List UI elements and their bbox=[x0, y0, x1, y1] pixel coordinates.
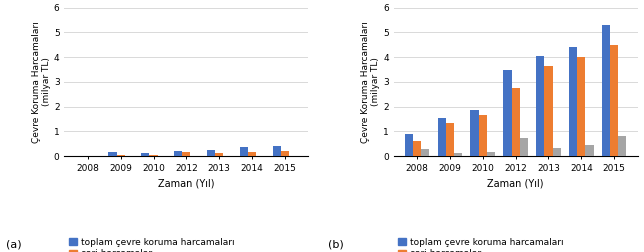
Bar bbox=[585, 145, 594, 156]
Bar bbox=[281, 151, 289, 156]
X-axis label: Zaman (Yıl): Zaman (Yıl) bbox=[488, 178, 544, 188]
Bar bbox=[215, 153, 223, 156]
Bar bbox=[413, 141, 421, 156]
Bar bbox=[240, 147, 248, 156]
Bar bbox=[536, 56, 544, 156]
Bar bbox=[248, 152, 256, 156]
Bar bbox=[272, 146, 281, 156]
Bar bbox=[404, 134, 413, 156]
Bar bbox=[117, 154, 125, 156]
Bar bbox=[174, 151, 182, 156]
X-axis label: Zaman (Yıl): Zaman (Yıl) bbox=[158, 178, 214, 188]
Bar bbox=[602, 25, 610, 156]
Bar bbox=[207, 150, 215, 156]
Bar bbox=[421, 149, 430, 156]
Bar bbox=[610, 45, 618, 156]
Bar bbox=[446, 123, 454, 156]
Bar bbox=[618, 136, 627, 156]
Bar bbox=[141, 152, 149, 156]
Legend: toplam çevre koruma harcamaları, cari harcamalar, yatırım harcamaları: toplam çevre koruma harcamaları, cari ha… bbox=[398, 238, 564, 252]
Legend: toplam çevre koruma harcamaları, cari harcamalar, yatırım harcamaları: toplam çevre koruma harcamaları, cari ha… bbox=[69, 238, 234, 252]
Bar bbox=[149, 155, 158, 156]
Bar bbox=[182, 152, 191, 156]
Y-axis label: Çevre Koruma Harcamaları
(milyar TL): Çevre Koruma Harcamaları (milyar TL) bbox=[361, 21, 380, 143]
Text: (a): (a) bbox=[6, 239, 22, 249]
Bar bbox=[487, 152, 495, 156]
Bar bbox=[520, 138, 528, 156]
Bar bbox=[471, 110, 478, 156]
Bar bbox=[478, 115, 487, 156]
Bar bbox=[454, 153, 462, 156]
Bar bbox=[511, 88, 520, 156]
Bar bbox=[544, 66, 553, 156]
Bar bbox=[553, 148, 561, 156]
Bar bbox=[504, 70, 511, 156]
Y-axis label: Çevre Koruma Harcamaları
(milyar TL): Çevre Koruma Harcamaları (milyar TL) bbox=[32, 21, 51, 143]
Bar bbox=[569, 47, 577, 156]
Bar bbox=[108, 152, 117, 156]
Text: (b): (b) bbox=[328, 239, 344, 249]
Bar bbox=[437, 118, 446, 156]
Bar bbox=[577, 57, 585, 156]
